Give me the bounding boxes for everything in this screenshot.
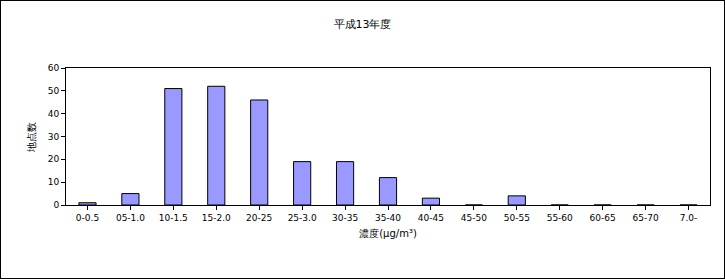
svg-text:65-70: 65-70: [633, 213, 659, 223]
svg-text:05-1.0: 05-1.0: [116, 213, 145, 223]
svg-text:10: 10: [48, 177, 60, 187]
svg-text:30-35: 30-35: [332, 213, 358, 223]
svg-text:50: 50: [48, 86, 60, 96]
svg-text:30: 30: [48, 132, 60, 142]
svg-text:地点数: 地点数: [26, 122, 37, 153]
svg-text:40: 40: [48, 109, 60, 119]
svg-text:濃度(μg/m³): 濃度(μg/m³): [359, 228, 417, 239]
svg-text:0-0.5: 0-0.5: [76, 213, 99, 223]
svg-text:55-60: 55-60: [547, 213, 573, 223]
svg-text:35-40: 35-40: [375, 213, 401, 223]
svg-text:7.0-: 7.0-: [680, 213, 698, 223]
svg-text:60: 60: [48, 63, 60, 73]
svg-text:0: 0: [53, 200, 59, 210]
svg-text:60-65: 60-65: [590, 213, 616, 223]
svg-text:20: 20: [48, 154, 60, 164]
svg-text:10-1.5: 10-1.5: [159, 213, 188, 223]
svg-text:平成13年度: 平成13年度: [334, 18, 392, 31]
svg-text:45-50: 45-50: [461, 213, 487, 223]
svg-text:50-55: 50-55: [504, 213, 530, 223]
svg-text:15-2.0: 15-2.0: [202, 213, 231, 223]
svg-text:20-25: 20-25: [246, 213, 272, 223]
svg-text:40-45: 40-45: [418, 213, 444, 223]
svg-text:25-3.0: 25-3.0: [288, 213, 317, 223]
